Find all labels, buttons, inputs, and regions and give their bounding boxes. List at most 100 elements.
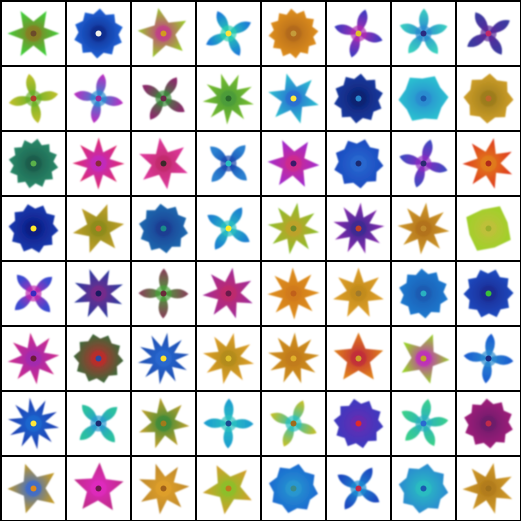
flower-center [486, 161, 492, 167]
flower-picture [457, 67, 520, 130]
flower-tile [2, 327, 65, 390]
flower-picture [2, 197, 65, 260]
flower-tile [132, 2, 195, 65]
flower-center [161, 356, 167, 362]
flower-center [421, 226, 427, 232]
flower-tile [197, 132, 260, 195]
flower-picture [2, 67, 65, 130]
flower-tile [262, 2, 325, 65]
flower-center [161, 486, 167, 492]
flower-picture [262, 457, 325, 520]
flower-tile [392, 2, 455, 65]
flower-picture [132, 67, 195, 130]
flower-picture [327, 197, 390, 260]
flower-center [356, 96, 362, 102]
flower-picture [67, 132, 130, 195]
flower-center [356, 31, 362, 37]
flower-picture [262, 327, 325, 390]
flower-picture [457, 2, 520, 65]
flower-picture [327, 457, 390, 520]
flower-center [486, 421, 492, 427]
flower-tile [132, 392, 195, 455]
flower-picture [197, 197, 260, 260]
flower-picture [392, 67, 455, 130]
flower-tile [392, 262, 455, 325]
flower-center [291, 421, 297, 427]
flower-center [356, 161, 362, 167]
flower-tile [2, 457, 65, 520]
flower-picture [67, 392, 130, 455]
flower-picture [327, 392, 390, 455]
flower-center [161, 96, 167, 102]
flower-tile [327, 457, 390, 520]
flower-tile [2, 132, 65, 195]
flower-tile [327, 327, 390, 390]
flower-tile [327, 392, 390, 455]
flower-tile [2, 392, 65, 455]
flower-center [226, 226, 232, 232]
flower-picture [132, 327, 195, 390]
flower-tile [392, 132, 455, 195]
flower-picture [2, 2, 65, 65]
flower-center [161, 31, 167, 37]
flower-picture [327, 327, 390, 390]
flower-tile [457, 67, 520, 130]
flower-center [291, 161, 297, 167]
flower-center [161, 291, 167, 297]
flower-tile [2, 262, 65, 325]
flower-center [421, 486, 427, 492]
flower-tile [67, 197, 130, 260]
flower-tile [67, 327, 130, 390]
flower-tile [197, 327, 260, 390]
flower-center [31, 31, 37, 37]
flower-tile [457, 2, 520, 65]
flower-center [31, 161, 37, 167]
flower-tile [327, 262, 390, 325]
flower-picture [392, 392, 455, 455]
flower-tile [132, 132, 195, 195]
flower-tile [262, 132, 325, 195]
flower-picture [327, 67, 390, 130]
flower-picture [392, 197, 455, 260]
flower-picture [67, 67, 130, 130]
flower-tile [457, 392, 520, 455]
flower-picture [67, 457, 130, 520]
flower-picture [457, 392, 520, 455]
flower-center [421, 31, 427, 37]
flower-picture [262, 392, 325, 455]
flower-picture [132, 197, 195, 260]
flower-tile [392, 67, 455, 130]
flower-tile [67, 2, 130, 65]
flower-picture [457, 327, 520, 390]
flower-picture [262, 2, 325, 65]
flower-center [291, 291, 297, 297]
flower-picture [392, 132, 455, 195]
flower-tile [392, 392, 455, 455]
flower-center [421, 96, 427, 102]
flower-picture [392, 327, 455, 390]
flower-tile [197, 2, 260, 65]
flower-tile [457, 197, 520, 260]
flower-center [291, 486, 297, 492]
flower-center [291, 356, 297, 362]
flower-picture [457, 197, 520, 260]
flower-tile [457, 132, 520, 195]
flower-tile [392, 197, 455, 260]
flower-picture [327, 132, 390, 195]
flower-center [356, 291, 362, 297]
flower-center [226, 96, 232, 102]
flower-tile [262, 327, 325, 390]
flower-tile [457, 262, 520, 325]
flower-center [291, 96, 297, 102]
flower-picture [67, 197, 130, 260]
flower-picture [197, 2, 260, 65]
flower-center [31, 291, 37, 297]
flower-center [226, 161, 232, 167]
flower-picture [2, 457, 65, 520]
flower-picture [327, 262, 390, 325]
flower-center [226, 356, 232, 362]
flower-center [226, 31, 232, 37]
flower-picture [457, 132, 520, 195]
flower-center [96, 226, 102, 232]
